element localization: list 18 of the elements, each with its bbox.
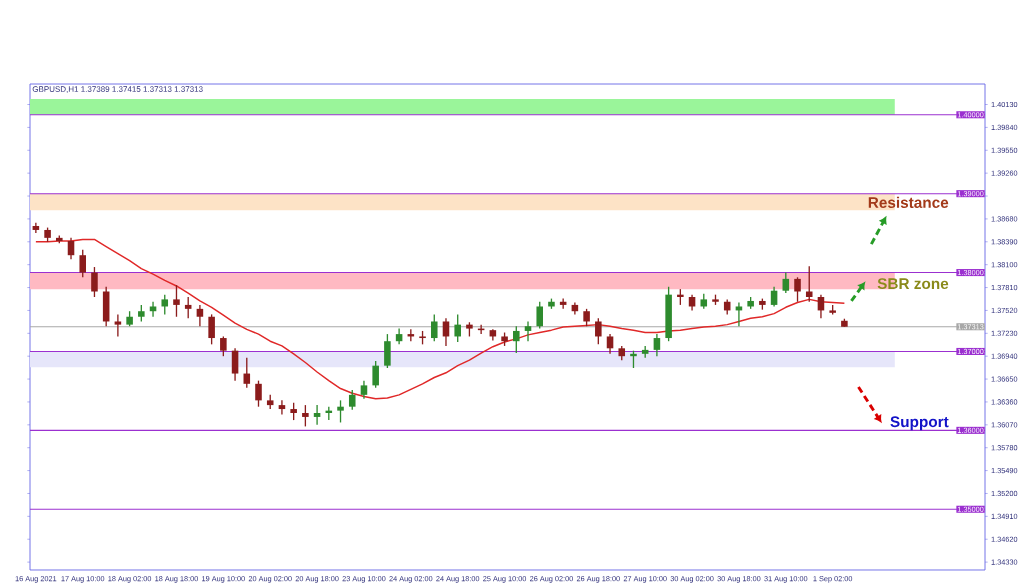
text: SBR zone — [877, 278, 949, 290]
candlestick — [536, 301, 544, 330]
candlestick — [384, 333, 391, 369]
candlestick — [430, 313, 438, 342]
candlestick — [79, 249, 87, 278]
text: Resistance — [868, 196, 949, 208]
candlestick — [805, 265, 813, 303]
candlestick — [665, 286, 672, 342]
candlestick — [220, 335, 227, 357]
candlestick — [302, 404, 309, 428]
text: Support — [890, 416, 949, 431]
candlestick — [337, 399, 344, 424]
candlestick — [208, 313, 215, 346]
candlestick — [348, 389, 356, 411]
chart-title: GBPUSD,H1 1.37389 1.37415 1.37313 1.37313 — [32, 86, 203, 93]
candlestick — [595, 317, 602, 346]
candlestick — [173, 284, 180, 318]
candlestick — [513, 325, 520, 354]
